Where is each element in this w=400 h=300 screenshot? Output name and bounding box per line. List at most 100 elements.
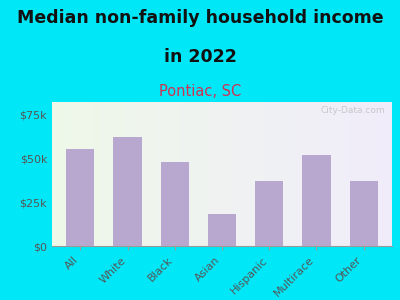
- Bar: [161, 162, 189, 246]
- Bar: [134, 102, 136, 246]
- Bar: [82, 102, 84, 246]
- Bar: [258, 102, 260, 246]
- Bar: [335, 102, 338, 246]
- Bar: [231, 102, 233, 246]
- Bar: [290, 102, 292, 246]
- Bar: [255, 181, 283, 246]
- Bar: [95, 102, 97, 246]
- Bar: [170, 102, 172, 246]
- Bar: [381, 102, 383, 246]
- Bar: [61, 102, 63, 246]
- Bar: [165, 102, 168, 246]
- Bar: [184, 102, 186, 246]
- Bar: [202, 102, 204, 246]
- Bar: [272, 102, 274, 246]
- Bar: [77, 102, 79, 246]
- Bar: [374, 102, 376, 246]
- Bar: [322, 102, 324, 246]
- Bar: [351, 102, 354, 246]
- Bar: [152, 102, 154, 246]
- Bar: [376, 102, 378, 246]
- Bar: [324, 102, 326, 246]
- Bar: [161, 102, 163, 246]
- Bar: [256, 102, 258, 246]
- Bar: [97, 102, 100, 246]
- Bar: [68, 102, 70, 246]
- Bar: [362, 102, 365, 246]
- Bar: [281, 102, 283, 246]
- Bar: [213, 102, 215, 246]
- Bar: [84, 102, 86, 246]
- Bar: [215, 102, 218, 246]
- Bar: [56, 102, 59, 246]
- Bar: [113, 102, 116, 246]
- Bar: [113, 137, 142, 246]
- Bar: [204, 102, 206, 246]
- Bar: [367, 102, 369, 246]
- Bar: [385, 102, 388, 246]
- Bar: [349, 102, 351, 246]
- Bar: [229, 102, 231, 246]
- Bar: [388, 102, 390, 246]
- Bar: [188, 102, 190, 246]
- Bar: [320, 102, 322, 246]
- Bar: [292, 102, 294, 246]
- Bar: [111, 102, 113, 246]
- Bar: [52, 102, 54, 246]
- Bar: [301, 102, 304, 246]
- Bar: [236, 102, 238, 246]
- Text: City-Data.com: City-Data.com: [320, 106, 385, 115]
- Bar: [288, 102, 290, 246]
- Bar: [218, 102, 220, 246]
- Bar: [342, 102, 344, 246]
- Bar: [138, 102, 140, 246]
- Bar: [93, 102, 95, 246]
- Bar: [302, 155, 331, 246]
- Bar: [208, 102, 211, 246]
- Bar: [383, 102, 385, 246]
- Bar: [254, 102, 256, 246]
- Bar: [104, 102, 106, 246]
- Bar: [90, 102, 93, 246]
- Bar: [177, 102, 179, 246]
- Bar: [75, 102, 77, 246]
- Bar: [283, 102, 286, 246]
- Bar: [156, 102, 158, 246]
- Bar: [358, 102, 360, 246]
- Bar: [122, 102, 124, 246]
- Bar: [72, 102, 75, 246]
- Bar: [172, 102, 174, 246]
- Bar: [360, 102, 362, 246]
- Bar: [158, 102, 161, 246]
- Bar: [197, 102, 199, 246]
- Bar: [267, 102, 270, 246]
- Bar: [297, 102, 299, 246]
- Bar: [354, 102, 356, 246]
- Bar: [106, 102, 109, 246]
- Bar: [286, 102, 288, 246]
- Bar: [109, 102, 111, 246]
- Bar: [340, 102, 342, 246]
- Text: in 2022: in 2022: [164, 48, 236, 66]
- Text: Median non-family household income: Median non-family household income: [17, 9, 383, 27]
- Bar: [124, 102, 127, 246]
- Bar: [120, 102, 122, 246]
- Bar: [199, 102, 202, 246]
- Bar: [350, 181, 378, 246]
- Bar: [195, 102, 197, 246]
- Bar: [154, 102, 156, 246]
- Bar: [186, 102, 188, 246]
- Bar: [247, 102, 249, 246]
- Bar: [208, 214, 236, 246]
- Bar: [369, 102, 372, 246]
- Bar: [313, 102, 315, 246]
- Bar: [150, 102, 152, 246]
- Bar: [127, 102, 129, 246]
- Bar: [131, 102, 134, 246]
- Bar: [245, 102, 247, 246]
- Bar: [276, 102, 279, 246]
- Bar: [129, 102, 131, 246]
- Bar: [224, 102, 226, 246]
- Bar: [263, 102, 265, 246]
- Bar: [100, 102, 102, 246]
